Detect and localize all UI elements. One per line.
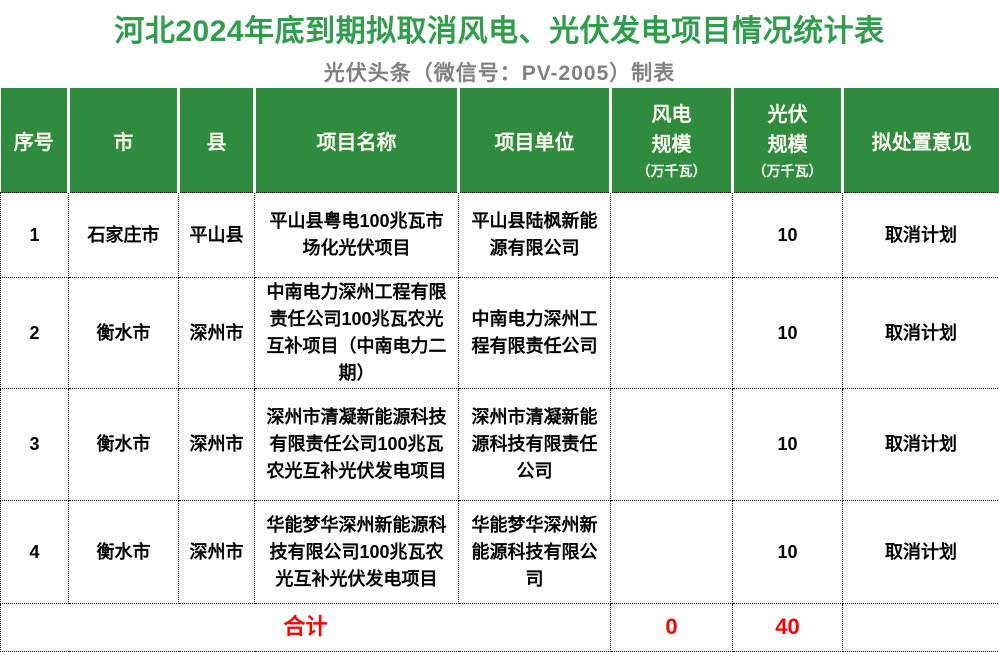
cell-disposal: 取消计划 xyxy=(842,277,999,389)
cell-disposal: 取消计划 xyxy=(842,388,999,501)
cell-wind-scale xyxy=(610,277,733,389)
col-header-project-name: 项目名称 xyxy=(254,88,460,193)
total-row: 合计 0 40 xyxy=(0,603,999,652)
table-row: 4 衡水市 深州市 华能梦华深州新能源科技有限公司100兆瓦农光互补光伏发电项目… xyxy=(0,500,999,604)
col-header-county: 县 xyxy=(178,88,256,193)
col-header-pv-scale: 光伏规模 （万千瓦） xyxy=(732,88,844,193)
cell-project-name: 华能梦华深州新能源科技有限公司100兆瓦农光互补光伏发电项目 xyxy=(254,500,459,604)
page-title: 河北2024年底到期拟取消风电、光伏发电项目情况统计表 xyxy=(114,15,885,48)
col-header-city: 市 xyxy=(68,88,180,193)
cell-project-unit: 平山县陆枫新能源有限公司 xyxy=(458,192,611,278)
cell-project-name: 深州市清凝新能源科技有限责任公司100兆瓦农光互补光伏发电项目 xyxy=(254,388,459,501)
projects-table: 序号 市 县 项目名称 项目单位 风电规模 （万千瓦） 光伏规模 （万千瓦） xyxy=(0,88,999,652)
cell-seq: 4 xyxy=(0,500,69,604)
col-header-city-label: 市 xyxy=(113,131,134,154)
cell-wind-scale xyxy=(610,192,733,278)
pv-scale-unit-note: （万千瓦） xyxy=(752,163,823,180)
table-row: 3 衡水市 深州市 深州市清凝新能源科技有限责任公司100兆瓦农光互补光伏发电项… xyxy=(0,388,999,501)
col-header-project-unit: 项目单位 xyxy=(458,88,612,193)
cell-pv-scale: 10 xyxy=(732,192,843,278)
cell-project-unit: 深州市清凝新能源科技有限责任公司 xyxy=(458,388,611,501)
cell-county: 深州市 xyxy=(178,277,255,389)
col-header-seq-label: 序号 xyxy=(13,131,54,154)
cell-city: 衡水市 xyxy=(68,277,179,389)
cell-seq: 1 xyxy=(0,192,69,278)
cell-project-name: 平山县粤电100兆瓦市场化光伏项目 xyxy=(254,192,459,278)
wind-scale-unit-note: （万千瓦） xyxy=(636,163,707,180)
cell-pv-scale: 10 xyxy=(732,500,843,604)
total-disposal xyxy=(842,603,999,652)
total-label: 合计 xyxy=(0,603,611,652)
cell-seq: 2 xyxy=(0,277,69,389)
cell-seq: 3 xyxy=(0,388,69,501)
table-row: 1 石家庄市 平山县 平山县粤电100兆瓦市场化光伏项目 平山县陆枫新能源有限公… xyxy=(0,192,999,278)
col-header-county-label: 县 xyxy=(206,131,227,154)
cell-county: 深州市 xyxy=(178,388,255,501)
page-subtitle: 光伏头条（微信号：PV-2005）制表 xyxy=(323,62,676,85)
cell-city: 衡水市 xyxy=(68,500,179,604)
cell-disposal: 取消计划 xyxy=(842,500,999,604)
header-row: 序号 市 县 项目名称 项目单位 风电规模 （万千瓦） 光伏规模 （万千瓦） xyxy=(0,88,999,193)
cell-wind-scale xyxy=(610,500,733,604)
table-row: 2 衡水市 深州市 中南电力深州工程有限责任公司100兆瓦农光互补项目（中南电力… xyxy=(0,277,999,389)
cell-pv-scale: 10 xyxy=(732,388,843,501)
cell-project-unit: 中南电力深州工程有限责任公司 xyxy=(458,277,611,389)
col-header-wind-scale: 风电规模 （万千瓦） xyxy=(610,88,734,193)
cell-city: 衡水市 xyxy=(68,388,179,501)
col-header-disposal-label: 拟处置意见 xyxy=(871,131,972,154)
cell-city: 石家庄市 xyxy=(68,192,179,278)
pv-scale-header-stack: 光伏规模 （万千瓦） xyxy=(734,100,841,179)
col-header-project-unit-label: 项目单位 xyxy=(494,131,575,154)
total-wind-scale: 0 xyxy=(610,603,733,652)
col-header-seq: 序号 xyxy=(0,88,70,193)
cell-county: 平山县 xyxy=(178,192,255,278)
cell-pv-scale: 10 xyxy=(732,277,843,389)
cell-project-unit: 华能梦华深州新能源科技有限公司 xyxy=(458,500,611,604)
wind-scale-label: 风电规模 xyxy=(651,104,692,157)
cell-project-name: 中南电力深州工程有限责任公司100兆瓦农光互补项目（中南电力二期） xyxy=(254,277,459,389)
col-header-project-name-label: 项目名称 xyxy=(316,131,397,154)
cell-wind-scale xyxy=(610,388,733,501)
pv-scale-label: 光伏规模 xyxy=(767,104,808,157)
cell-county: 深州市 xyxy=(178,500,255,604)
total-pv-scale: 40 xyxy=(732,603,843,652)
col-header-disposal: 拟处置意见 xyxy=(842,88,999,193)
wind-scale-header-stack: 风电规模 （万千瓦） xyxy=(612,100,731,179)
cell-disposal: 取消计划 xyxy=(842,192,999,278)
